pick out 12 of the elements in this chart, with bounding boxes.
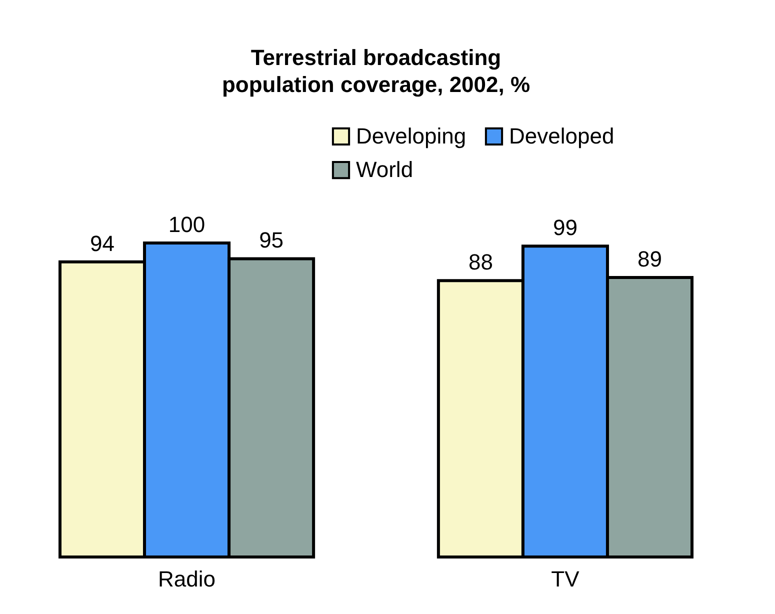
data-label: 99 [552,215,578,240]
legend-label: World [356,157,414,182]
data-label: 94 [90,230,114,256]
data-label: 88 [468,250,493,275]
data-label: 89 [638,246,662,272]
legend-label: Developed [509,123,614,148]
chart-title: Terrestrial broadcasting population coverage, 2002, % [222,45,530,97]
data-label: 100 [168,212,206,237]
x-tick-label: Radio [158,566,216,592]
data-label: 95 [259,228,284,253]
x-tick-label: TV [551,566,580,592]
legend-label: Developing [356,123,466,148]
